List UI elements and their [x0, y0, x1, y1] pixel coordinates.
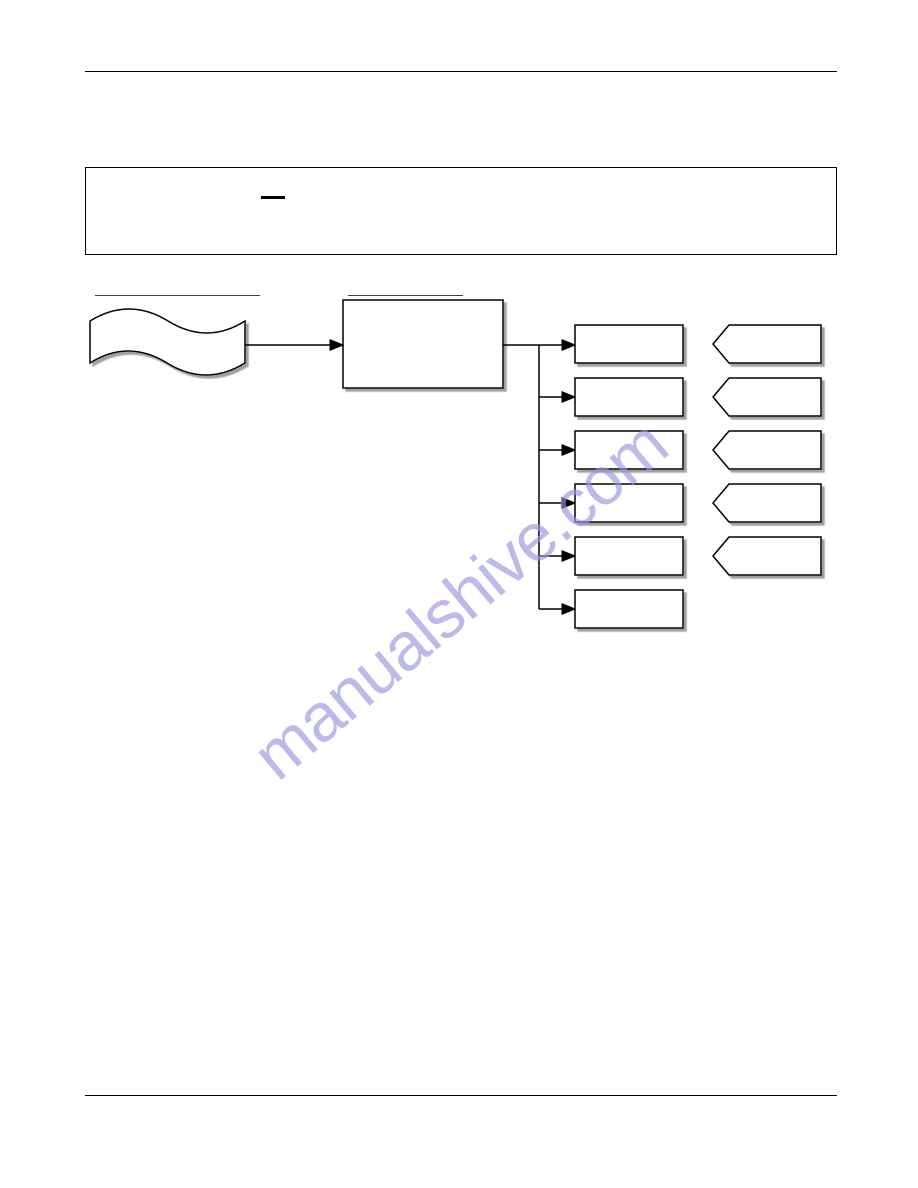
node-t5 [713, 537, 821, 575]
node-t2 [713, 378, 821, 416]
node-r5 [575, 537, 683, 575]
node-r6 [575, 590, 683, 628]
node-t1 [713, 325, 821, 363]
page-content [85, 71, 837, 255]
top-rule [85, 71, 837, 72]
node-t3 [713, 431, 821, 469]
title-box [85, 167, 837, 255]
bottom-rule [85, 1095, 837, 1096]
node-t4 [713, 484, 821, 522]
process-node [343, 300, 503, 388]
dash-glyph [261, 196, 285, 199]
node-r1 [575, 325, 683, 363]
document-node [90, 309, 245, 375]
